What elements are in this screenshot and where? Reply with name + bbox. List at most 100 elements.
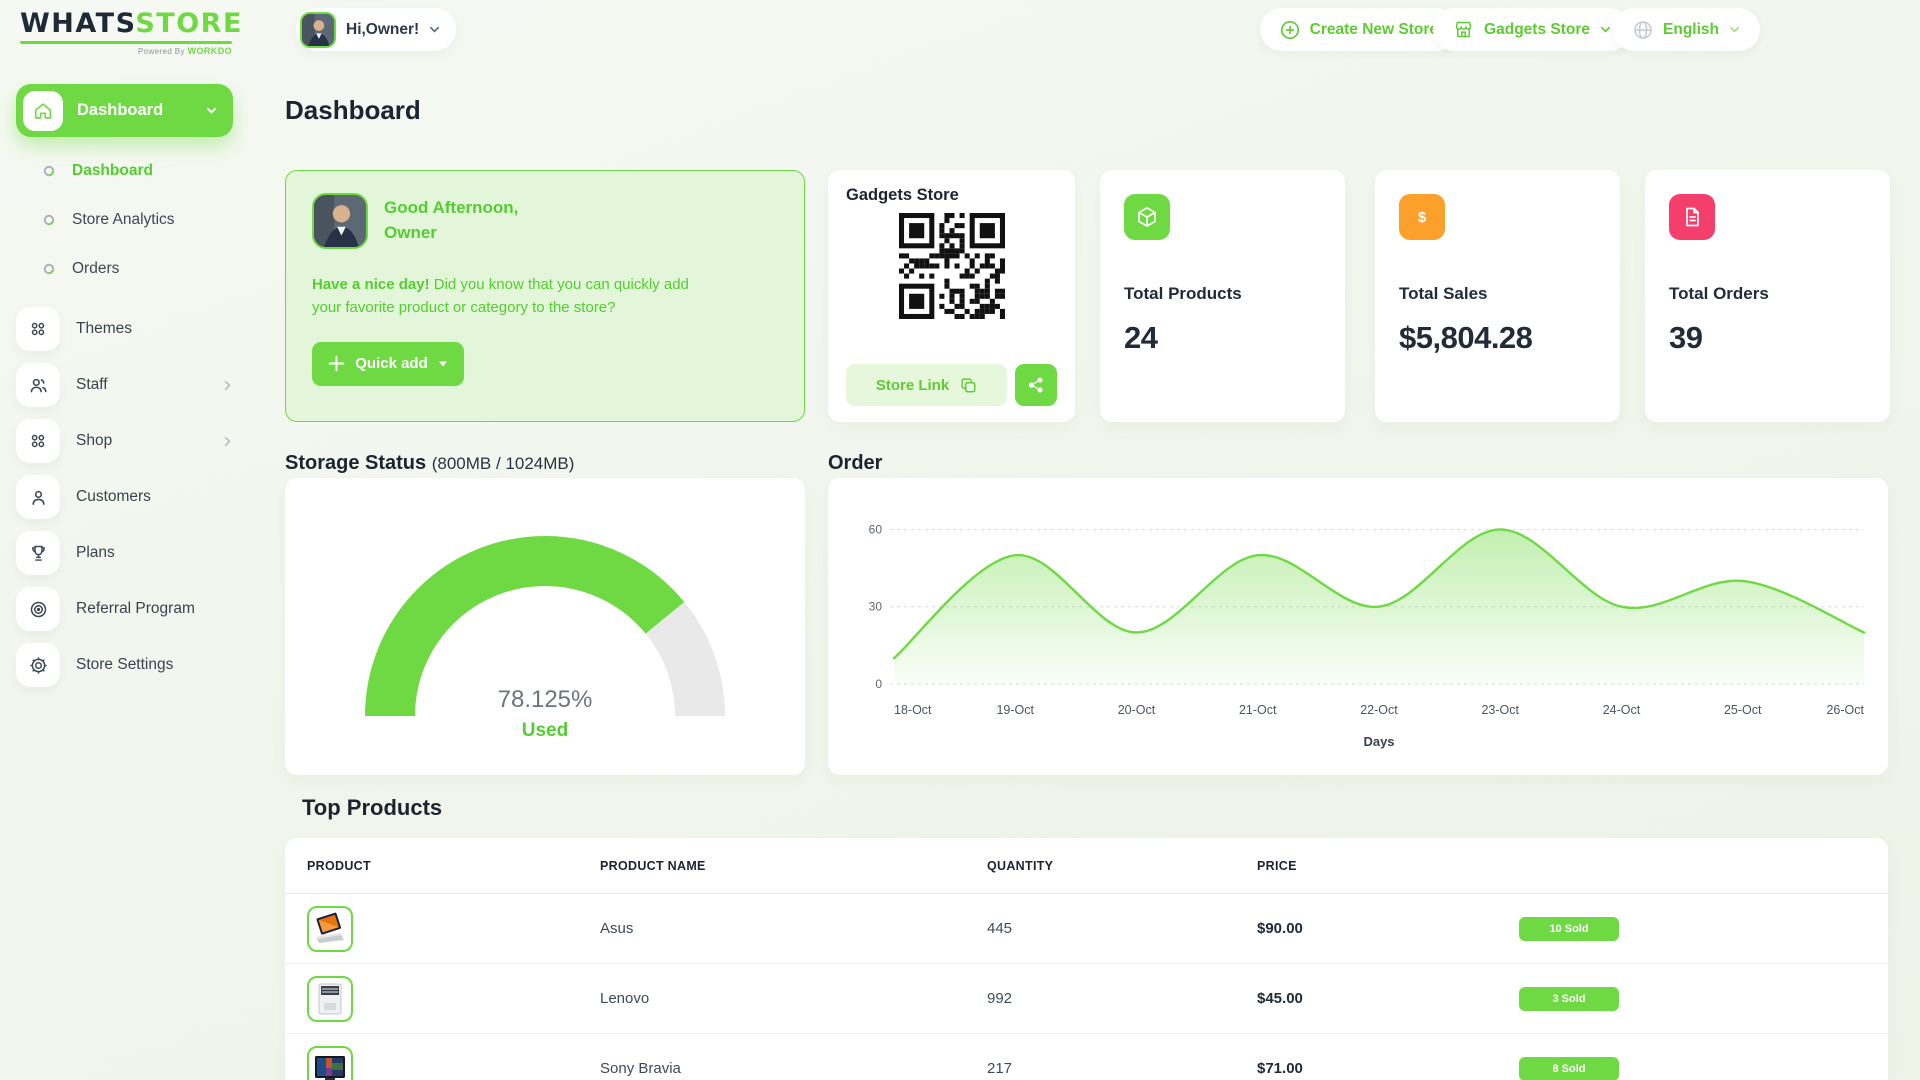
product-image-asus bbox=[307, 905, 353, 952]
sidebar-item-label: Referral Program bbox=[76, 600, 195, 617]
bullet-icon bbox=[43, 263, 55, 275]
svg-text:Days: Days bbox=[1363, 734, 1394, 749]
greeting-message: Have a nice day! Did you know that you c… bbox=[312, 276, 689, 317]
main-content: Dashboard Good Afternoon, Owner Have a n… bbox=[285, 0, 1890, 1080]
sidebar-item-label: Store Analytics bbox=[72, 211, 175, 228]
chevron-down-icon bbox=[1601, 26, 1610, 33]
svg-text:22-Oct: 22-Oct bbox=[1360, 703, 1398, 717]
storage-percent-value: 78.125% bbox=[497, 686, 593, 713]
storefront-icon bbox=[1455, 21, 1472, 38]
dollar-icon: $ bbox=[1399, 194, 1445, 240]
share-button[interactable] bbox=[1015, 364, 1057, 406]
store-link-button[interactable]: Store Link bbox=[846, 364, 1007, 406]
sidebar-item-label: Dashboard bbox=[72, 162, 153, 179]
create-new-store-button[interactable]: Create New Store bbox=[1259, 8, 1458, 51]
logo-powered-by: Powered By WORKDO bbox=[137, 46, 232, 56]
quick-add-label: Quick add bbox=[355, 355, 428, 372]
store-link-label: Store Link bbox=[875, 376, 950, 394]
avatar bbox=[312, 193, 368, 249]
sidebar-item-referral-program[interactable]: Referral Program bbox=[16, 581, 233, 637]
sold-badge: 3 Sold bbox=[1519, 986, 1619, 1011]
sidebar-group-dashboard[interactable]: Dashboard bbox=[16, 84, 233, 137]
store-qr-card: Gadgets Store Store Link bbox=[828, 170, 1075, 422]
language-label: English bbox=[1663, 20, 1719, 38]
grid-icon bbox=[16, 419, 60, 463]
stat-value: 39 bbox=[1669, 320, 1703, 355]
stat-value: $5,804.28 bbox=[1399, 320, 1533, 355]
top-products-table: PRODUCT PRODUCT NAME QUANTITY PRICE Asus… bbox=[285, 838, 1888, 1080]
table-header-row: PRODUCT PRODUCT NAME QUANTITY PRICE bbox=[285, 838, 1888, 894]
sidebar-item-store-analytics[interactable]: Store Analytics bbox=[16, 196, 233, 244]
sidebar-item-label: Orders bbox=[72, 260, 120, 277]
stat-label: Total Sales bbox=[1399, 284, 1488, 303]
logo-wordmark: WHATSSTORE bbox=[20, 8, 243, 39]
svg-text:19-Oct: 19-Oct bbox=[996, 703, 1034, 717]
gear-icon bbox=[16, 643, 60, 687]
product-name: Asus bbox=[600, 920, 634, 937]
share-icon bbox=[1028, 377, 1043, 393]
avatar bbox=[300, 11, 336, 48]
order-heading: Order bbox=[828, 452, 883, 474]
sidebar-item-staff[interactable]: Staff bbox=[16, 357, 233, 413]
user-menu[interactable]: Hi,Owner! bbox=[296, 8, 457, 51]
bullet-icon bbox=[43, 165, 55, 177]
product-price: $45.00 bbox=[1257, 990, 1303, 1007]
order-chart-card: 0 30 60 18-Oct 19-Oct 20-Oct 21-Oct 22-Oct 23-Oc… bbox=[828, 478, 1888, 775]
table-row[interactable]: Asus 445 $90.00 10 Sold bbox=[285, 894, 1888, 964]
svg-text:21-Oct: 21-Oct bbox=[1239, 703, 1277, 717]
sidebar-group-label: Dashboard bbox=[77, 101, 164, 119]
store-name: Gadgets Store bbox=[846, 186, 959, 204]
user-icon bbox=[16, 475, 60, 519]
sidebar-item-orders[interactable]: Orders bbox=[16, 245, 233, 293]
sidebar-item-label: Customers bbox=[76, 488, 151, 505]
sidebar-item-plans[interactable]: Plans bbox=[16, 525, 233, 581]
column-header: QUANTITY bbox=[987, 858, 1054, 873]
sidebar-item-themes[interactable]: Themes bbox=[16, 301, 233, 357]
bullet-icon bbox=[43, 214, 55, 226]
stat-value: 24 bbox=[1124, 320, 1158, 355]
svg-text:30: 30 bbox=[869, 600, 883, 614]
language-dropdown[interactable]: English bbox=[1613, 8, 1760, 51]
caret-down-icon bbox=[438, 361, 447, 366]
svg-text:23-Oct: 23-Oct bbox=[1481, 703, 1519, 717]
svg-text:60: 60 bbox=[869, 522, 883, 536]
stat-card-total-sales: $ Total Sales $5,804.28 bbox=[1375, 170, 1620, 422]
sold-badge: 8 Sold bbox=[1519, 1056, 1619, 1080]
sidebar-item-label: Shop bbox=[76, 432, 113, 449]
sidebar: Dashboard Dashboard Store Analytics Orde… bbox=[16, 84, 233, 693]
app-logo[interactable]: WHATSSTORE Powered By WORKDO bbox=[20, 8, 243, 56]
table-row[interactable]: Lenovo 992 $45.00 3 Sold bbox=[285, 964, 1888, 1034]
stat-card-total-orders: Total Orders 39 bbox=[1645, 170, 1890, 422]
plus-icon bbox=[328, 355, 345, 372]
quick-add-button[interactable]: Quick add bbox=[312, 341, 464, 386]
sidebar-item-store-settings[interactable]: Store Settings bbox=[16, 637, 233, 693]
logo-underline bbox=[20, 41, 232, 44]
trophy-icon bbox=[16, 531, 60, 575]
storage-gauge-chart bbox=[365, 536, 725, 717]
svg-text:26-Oct: 26-Oct bbox=[1826, 703, 1864, 717]
chevron-down-icon bbox=[1730, 26, 1739, 33]
order-area-chart: 0 30 60 18-Oct 19-Oct 20-Oct 21-Oct 22-Oct 23-Oc… bbox=[869, 522, 1866, 749]
svg-text:0: 0 bbox=[875, 677, 882, 691]
copy-icon bbox=[961, 378, 976, 393]
product-image-sony-tv bbox=[307, 1045, 353, 1080]
storage-status-heading: Storage Status (800MB / 1024MB) bbox=[285, 452, 575, 474]
svg-text:25-Oct: 25-Oct bbox=[1724, 703, 1762, 717]
sidebar-item-shop[interactable]: Shop bbox=[16, 413, 233, 469]
package-icon bbox=[1124, 194, 1170, 240]
product-name: Lenovo bbox=[600, 990, 650, 1007]
chevron-right-icon bbox=[224, 436, 231, 446]
product-image-lenovo bbox=[307, 975, 353, 1022]
sidebar-item-customers[interactable]: Customers bbox=[16, 469, 233, 525]
sidebar-item-label: Plans bbox=[76, 544, 115, 561]
product-price: $90.00 bbox=[1257, 920, 1303, 937]
sold-badge: 10 Sold bbox=[1519, 916, 1619, 941]
users-icon bbox=[16, 363, 60, 407]
greeting-card: Good Afternoon, Owner Have a nice day! D… bbox=[285, 170, 805, 422]
store-switcher-dropdown[interactable]: Gadgets Store bbox=[1433, 8, 1631, 51]
sidebar-item-label: Themes bbox=[76, 320, 132, 337]
page-title: Dashboard bbox=[285, 95, 421, 125]
svg-text:18-Oct: 18-Oct bbox=[894, 703, 932, 717]
sidebar-item-dashboard[interactable]: Dashboard bbox=[16, 147, 233, 195]
table-row[interactable]: Sony Bravia 217 $71.00 8 Sold bbox=[285, 1034, 1888, 1080]
